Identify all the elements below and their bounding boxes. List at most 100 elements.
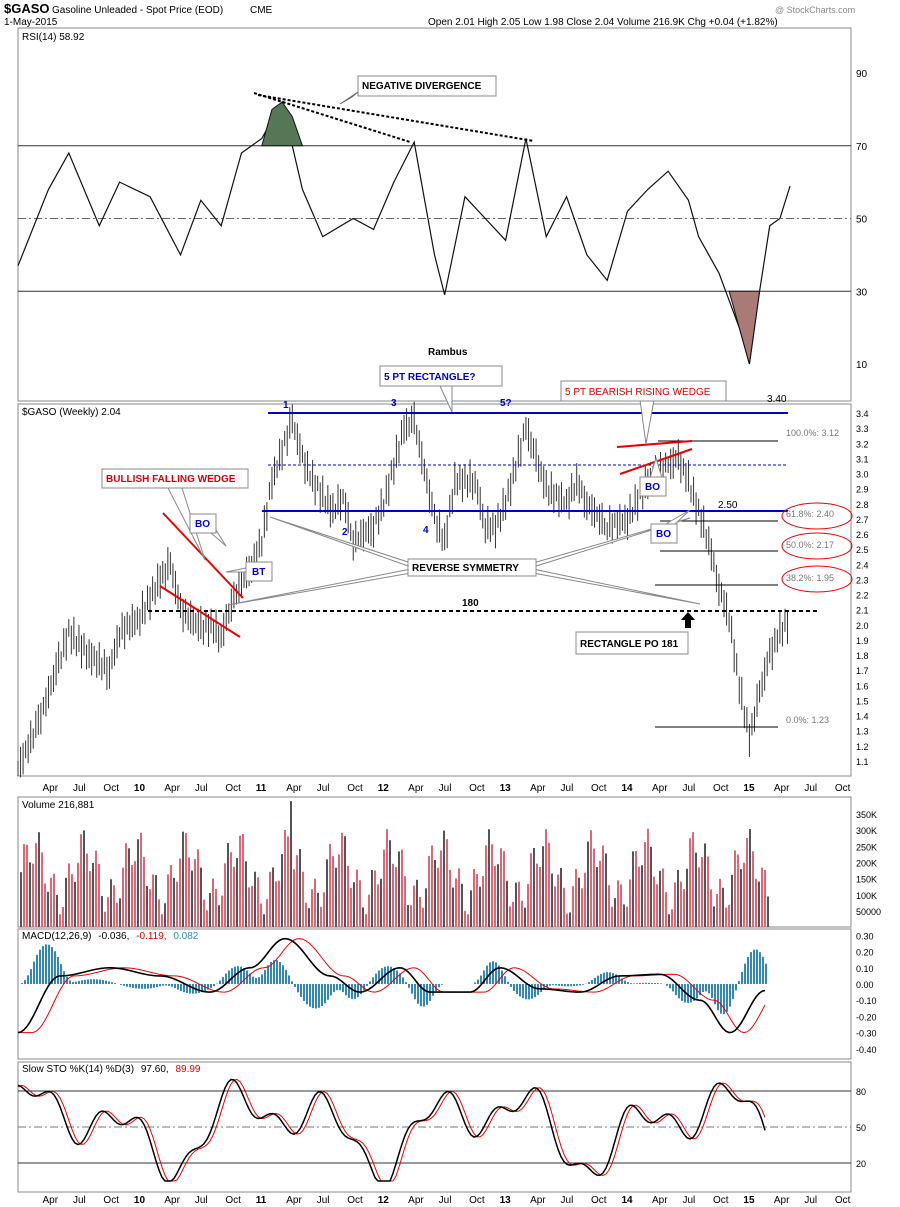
volume-bar	[689, 838, 691, 927]
volume-bar	[68, 863, 70, 927]
macd-hist-bar	[417, 984, 419, 1004]
point-2-label: 2	[342, 527, 348, 538]
macd-hist-bar	[597, 975, 599, 984]
volume-bar	[425, 888, 427, 927]
volume-bar	[323, 892, 325, 927]
fib-618-ellipse	[781, 502, 853, 530]
volume-bar	[416, 879, 418, 927]
volume-bar	[467, 914, 469, 927]
time-tick-label: Apr	[652, 783, 668, 794]
rsi-overbought-fill	[261, 101, 304, 147]
macd-hist-bar	[102, 980, 104, 984]
volume-bar	[692, 832, 694, 927]
macd-hist-bar	[177, 984, 179, 990]
rsi-line	[17, 100, 791, 365]
author-label: Rambus	[428, 347, 468, 358]
volume-bar	[764, 869, 766, 927]
macd-hist-bar	[42, 946, 44, 984]
macd-hist-bar	[336, 984, 338, 991]
macd-hist-bar	[540, 984, 542, 993]
volume-bar	[287, 836, 289, 927]
macd-hist-bar	[507, 981, 509, 984]
time-tick-label: Oct	[347, 783, 363, 794]
volume-bar	[695, 852, 697, 927]
volume-bar	[494, 865, 496, 927]
macd-hist-bar	[84, 979, 86, 984]
macd-hist-bar	[765, 963, 767, 984]
volume-bar	[101, 896, 103, 927]
volume-bar	[260, 903, 262, 927]
macd-hist-bar	[141, 984, 143, 989]
macd-hist-bar	[228, 970, 230, 984]
volume-bar	[683, 889, 685, 927]
macd-hist-bar	[498, 965, 500, 984]
macd-hist-bar	[249, 973, 251, 984]
macd-hist-bar	[150, 984, 152, 989]
rsi-tick-label: 10	[856, 360, 868, 371]
macd-hist-bar	[327, 984, 329, 1000]
volume-bar	[80, 834, 82, 927]
macd-hist-bar	[645, 982, 647, 984]
sto-tick-label: 80	[856, 1087, 866, 1097]
volume-bar	[656, 884, 658, 927]
price-tick-label: 2.3	[856, 575, 869, 585]
macd-hist-bar	[303, 984, 305, 1002]
macd-hist-bar	[264, 969, 266, 984]
time-tick-label: Jul	[195, 783, 208, 794]
macd-hist-bar	[561, 984, 563, 987]
volume-bar	[335, 867, 337, 927]
volume-bar	[542, 846, 544, 927]
volume-bar	[149, 889, 151, 927]
volume-bar	[56, 895, 58, 927]
price-tick-label: 1.3	[856, 727, 869, 737]
macd-hist-bar	[480, 975, 482, 984]
bo-label-2: BO	[645, 482, 660, 493]
time-tick-label: 15	[743, 1195, 755, 1206]
macd-hist-bar	[675, 984, 677, 996]
macd-hist-bar	[318, 984, 320, 1008]
volume-bar	[680, 881, 682, 927]
macd-tick-label: 0.10	[856, 964, 874, 974]
macd-hist-bar	[492, 961, 494, 984]
macd-hist-bar	[309, 984, 311, 1007]
macd-hist-bar	[54, 951, 56, 984]
volume-bar	[755, 878, 757, 927]
volume-bar	[569, 912, 571, 927]
volume-bar	[209, 893, 211, 927]
volume-bar	[218, 905, 220, 927]
volume-bar	[350, 887, 352, 927]
volume-bar	[83, 830, 85, 927]
volume-bar	[305, 902, 307, 927]
volume-bar	[491, 844, 493, 927]
volume-bar	[575, 869, 577, 927]
macd-hist-bar	[657, 983, 659, 984]
volume-bar	[35, 843, 37, 927]
level-180-label: 180	[462, 598, 479, 609]
volume-bar	[671, 909, 673, 927]
bullish-wedge-box	[101, 468, 249, 489]
macd-hist-bar	[135, 984, 137, 989]
volume-bar	[329, 843, 331, 927]
volume-bar	[524, 907, 526, 927]
macd-hist-bar	[738, 981, 740, 984]
volume-bar	[365, 914, 367, 927]
time-tick-label: 11	[256, 1195, 267, 1206]
macd-hist-bar	[567, 984, 569, 987]
volume-bar	[152, 874, 154, 927]
macd-hist-bar	[231, 968, 233, 984]
macd-hist-bar	[747, 956, 749, 984]
macd-hist-bar	[642, 982, 644, 984]
macd-tick-label: -0.40	[856, 1045, 877, 1055]
price-tick-label: 1.4	[856, 712, 869, 722]
volume-bar	[746, 838, 748, 927]
macd-hist-bar	[732, 984, 734, 1000]
volume-bar	[38, 832, 40, 927]
price-tick-label: 2.5	[856, 545, 869, 555]
volume-bar	[161, 914, 163, 927]
volume-bar	[146, 885, 148, 927]
macd-hist-bar	[105, 980, 107, 984]
volume-bar	[62, 907, 64, 927]
volume-bar	[752, 851, 754, 927]
volume-bar	[176, 881, 178, 927]
price-tick-label: 3.0	[856, 470, 869, 480]
